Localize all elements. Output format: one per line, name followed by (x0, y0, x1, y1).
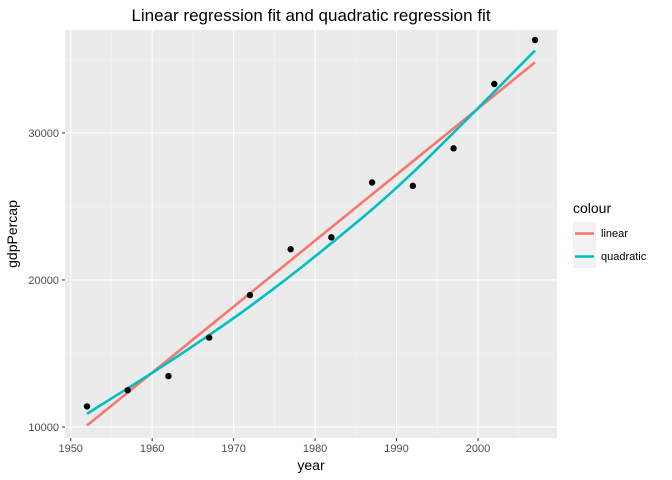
x-tick-label: 1950 (58, 443, 82, 455)
y-tick-label: 10000 (28, 422, 59, 434)
data-point (246, 291, 254, 299)
y-axis-title: gdpPercap (4, 200, 20, 268)
x-axis: 1950 1960 1970 1980 1990 2000 (58, 438, 490, 455)
series-layer (86, 49, 536, 427)
legend-label-linear: linear (601, 228, 628, 240)
data-point (531, 36, 539, 44)
y-tick-label: 20000 (28, 275, 59, 287)
x-tick-label: 1990 (384, 443, 408, 455)
legend-label-quadratic: quadratic (601, 251, 647, 263)
data-point (83, 403, 91, 410)
data-point (409, 182, 417, 190)
data-point (450, 145, 457, 152)
chart-title: Linear regression fit and quadratic regr… (131, 6, 490, 25)
points-layer (83, 36, 539, 410)
y-axis: 10000 20000 30000 (28, 128, 65, 434)
data-point (368, 179, 376, 186)
data-point (491, 80, 498, 88)
data-point (205, 334, 213, 341)
data-point (287, 246, 294, 253)
y-tick-label: 30000 (28, 128, 59, 140)
series-line-linear (86, 61, 536, 427)
legend: colour linear quadratic (573, 200, 647, 268)
data-point (328, 234, 335, 241)
data-point (124, 387, 131, 394)
x-tick-label: 2000 (466, 443, 490, 455)
series-line-quadratic (86, 49, 536, 415)
minor-gridlines (65, 30, 557, 438)
panel-background (65, 30, 557, 438)
x-tick-label: 1970 (221, 443, 245, 455)
x-axis-title: year (297, 457, 325, 473)
major-gridlines (65, 30, 557, 438)
data-point (165, 372, 172, 380)
x-tick-label: 1980 (303, 443, 327, 455)
legend-entries: linear quadratic (573, 222, 647, 268)
x-tick-label: 1960 (140, 443, 164, 455)
legend-title: colour (573, 200, 611, 216)
